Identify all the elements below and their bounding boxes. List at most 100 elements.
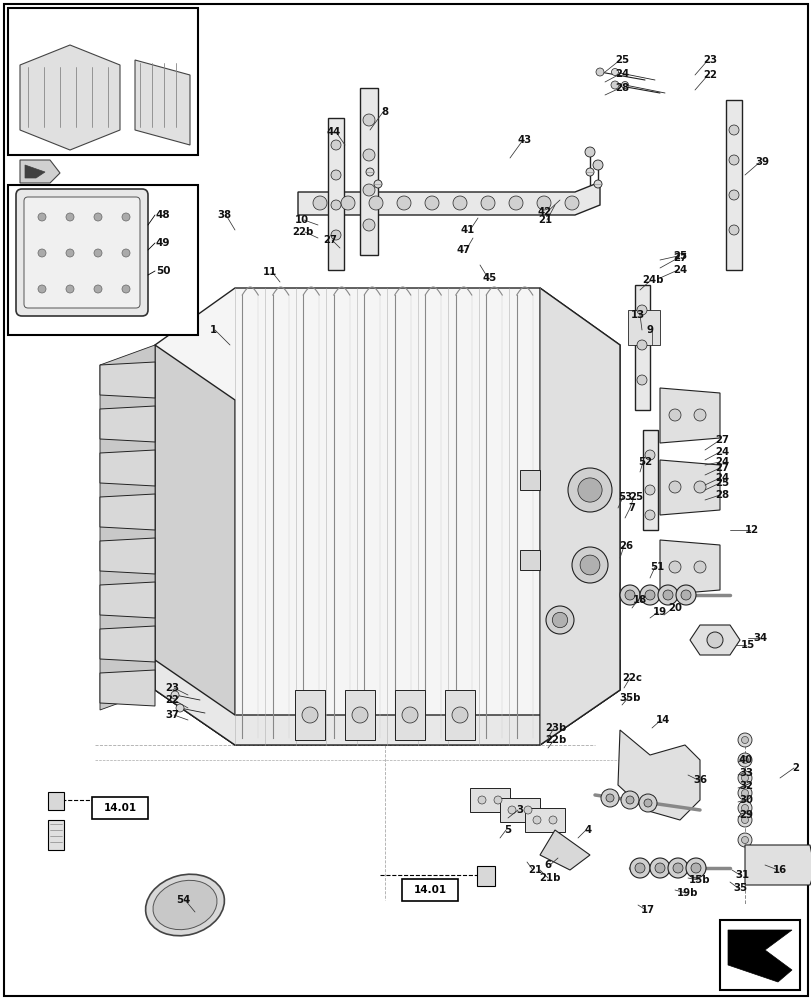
Text: 9: 9 bbox=[646, 325, 653, 335]
Text: 14: 14 bbox=[655, 715, 669, 725]
Circle shape bbox=[728, 155, 738, 165]
Circle shape bbox=[171, 691, 178, 699]
Text: 7: 7 bbox=[628, 503, 635, 513]
Text: 22b: 22b bbox=[292, 227, 313, 237]
Polygon shape bbox=[100, 406, 155, 442]
Circle shape bbox=[584, 147, 594, 157]
Polygon shape bbox=[659, 388, 719, 443]
Text: 27: 27 bbox=[323, 235, 337, 245]
Circle shape bbox=[532, 816, 540, 824]
Text: 21: 21 bbox=[537, 215, 551, 225]
Text: 27: 27 bbox=[714, 435, 728, 445]
Text: 42: 42 bbox=[537, 207, 551, 217]
Text: 50: 50 bbox=[156, 266, 170, 276]
Circle shape bbox=[611, 69, 618, 76]
Circle shape bbox=[401, 707, 418, 723]
Text: 32: 32 bbox=[738, 781, 752, 791]
Text: 31: 31 bbox=[734, 870, 748, 880]
Circle shape bbox=[331, 200, 341, 210]
Circle shape bbox=[610, 81, 618, 89]
Text: 6: 6 bbox=[544, 860, 551, 870]
Polygon shape bbox=[20, 45, 120, 150]
Circle shape bbox=[452, 707, 467, 723]
Circle shape bbox=[536, 196, 551, 210]
Circle shape bbox=[368, 196, 383, 210]
Circle shape bbox=[66, 285, 74, 293]
Circle shape bbox=[302, 707, 318, 723]
Circle shape bbox=[122, 213, 130, 221]
Circle shape bbox=[331, 230, 341, 240]
Circle shape bbox=[424, 196, 439, 210]
Circle shape bbox=[740, 736, 748, 744]
Text: 12: 12 bbox=[744, 525, 758, 535]
Circle shape bbox=[620, 585, 639, 605]
Circle shape bbox=[38, 213, 46, 221]
Polygon shape bbox=[634, 285, 649, 410]
Circle shape bbox=[94, 285, 102, 293]
Bar bbox=[476, 866, 495, 886]
Circle shape bbox=[644, 450, 654, 460]
Bar bbox=[719, 920, 799, 990]
Circle shape bbox=[600, 789, 618, 807]
Polygon shape bbox=[627, 310, 659, 345]
Polygon shape bbox=[659, 460, 719, 515]
Text: 11: 11 bbox=[263, 267, 277, 277]
Circle shape bbox=[636, 340, 646, 350]
Circle shape bbox=[624, 590, 634, 600]
Circle shape bbox=[508, 806, 515, 814]
Text: 51: 51 bbox=[649, 562, 663, 572]
Circle shape bbox=[636, 375, 646, 385]
Text: 3: 3 bbox=[516, 805, 523, 815]
Polygon shape bbox=[155, 660, 620, 745]
Circle shape bbox=[94, 249, 102, 257]
Polygon shape bbox=[642, 430, 657, 530]
Circle shape bbox=[668, 481, 680, 493]
Circle shape bbox=[737, 786, 751, 800]
Polygon shape bbox=[727, 930, 791, 982]
Text: 15: 15 bbox=[740, 640, 754, 650]
Circle shape bbox=[620, 82, 628, 89]
Circle shape bbox=[728, 125, 738, 135]
Circle shape bbox=[639, 585, 659, 605]
Text: 24: 24 bbox=[714, 447, 728, 457]
Polygon shape bbox=[744, 845, 811, 885]
Circle shape bbox=[740, 789, 748, 796]
Circle shape bbox=[122, 249, 130, 257]
Circle shape bbox=[66, 249, 74, 257]
Circle shape bbox=[620, 791, 638, 809]
Circle shape bbox=[693, 481, 705, 493]
Text: 25: 25 bbox=[672, 251, 686, 261]
Text: 35: 35 bbox=[732, 883, 746, 893]
Text: 21: 21 bbox=[527, 865, 542, 875]
Text: 54: 54 bbox=[176, 895, 190, 905]
Text: 40: 40 bbox=[738, 755, 752, 765]
Text: 29: 29 bbox=[738, 810, 752, 820]
Circle shape bbox=[122, 285, 130, 293]
Text: 2: 2 bbox=[792, 763, 799, 773]
Circle shape bbox=[740, 836, 748, 843]
Circle shape bbox=[94, 213, 102, 221]
Bar bbox=[519, 470, 539, 490]
Text: 19b: 19b bbox=[676, 888, 697, 898]
Polygon shape bbox=[298, 182, 599, 215]
Circle shape bbox=[737, 733, 751, 747]
Circle shape bbox=[644, 590, 654, 600]
Circle shape bbox=[453, 196, 466, 210]
Bar bbox=[394, 690, 424, 740]
Text: 26: 26 bbox=[618, 541, 633, 551]
Circle shape bbox=[728, 190, 738, 200]
Text: 22: 22 bbox=[165, 695, 178, 705]
Polygon shape bbox=[689, 625, 739, 655]
Text: 39: 39 bbox=[754, 157, 768, 167]
Circle shape bbox=[636, 305, 646, 315]
Circle shape bbox=[66, 213, 74, 221]
Circle shape bbox=[397, 196, 410, 210]
Circle shape bbox=[493, 796, 501, 804]
Circle shape bbox=[568, 468, 611, 512]
Circle shape bbox=[672, 863, 682, 873]
Polygon shape bbox=[725, 100, 741, 270]
Text: 53: 53 bbox=[617, 492, 631, 502]
Text: 18: 18 bbox=[632, 595, 646, 605]
Circle shape bbox=[663, 590, 672, 600]
Text: 28: 28 bbox=[714, 490, 728, 500]
